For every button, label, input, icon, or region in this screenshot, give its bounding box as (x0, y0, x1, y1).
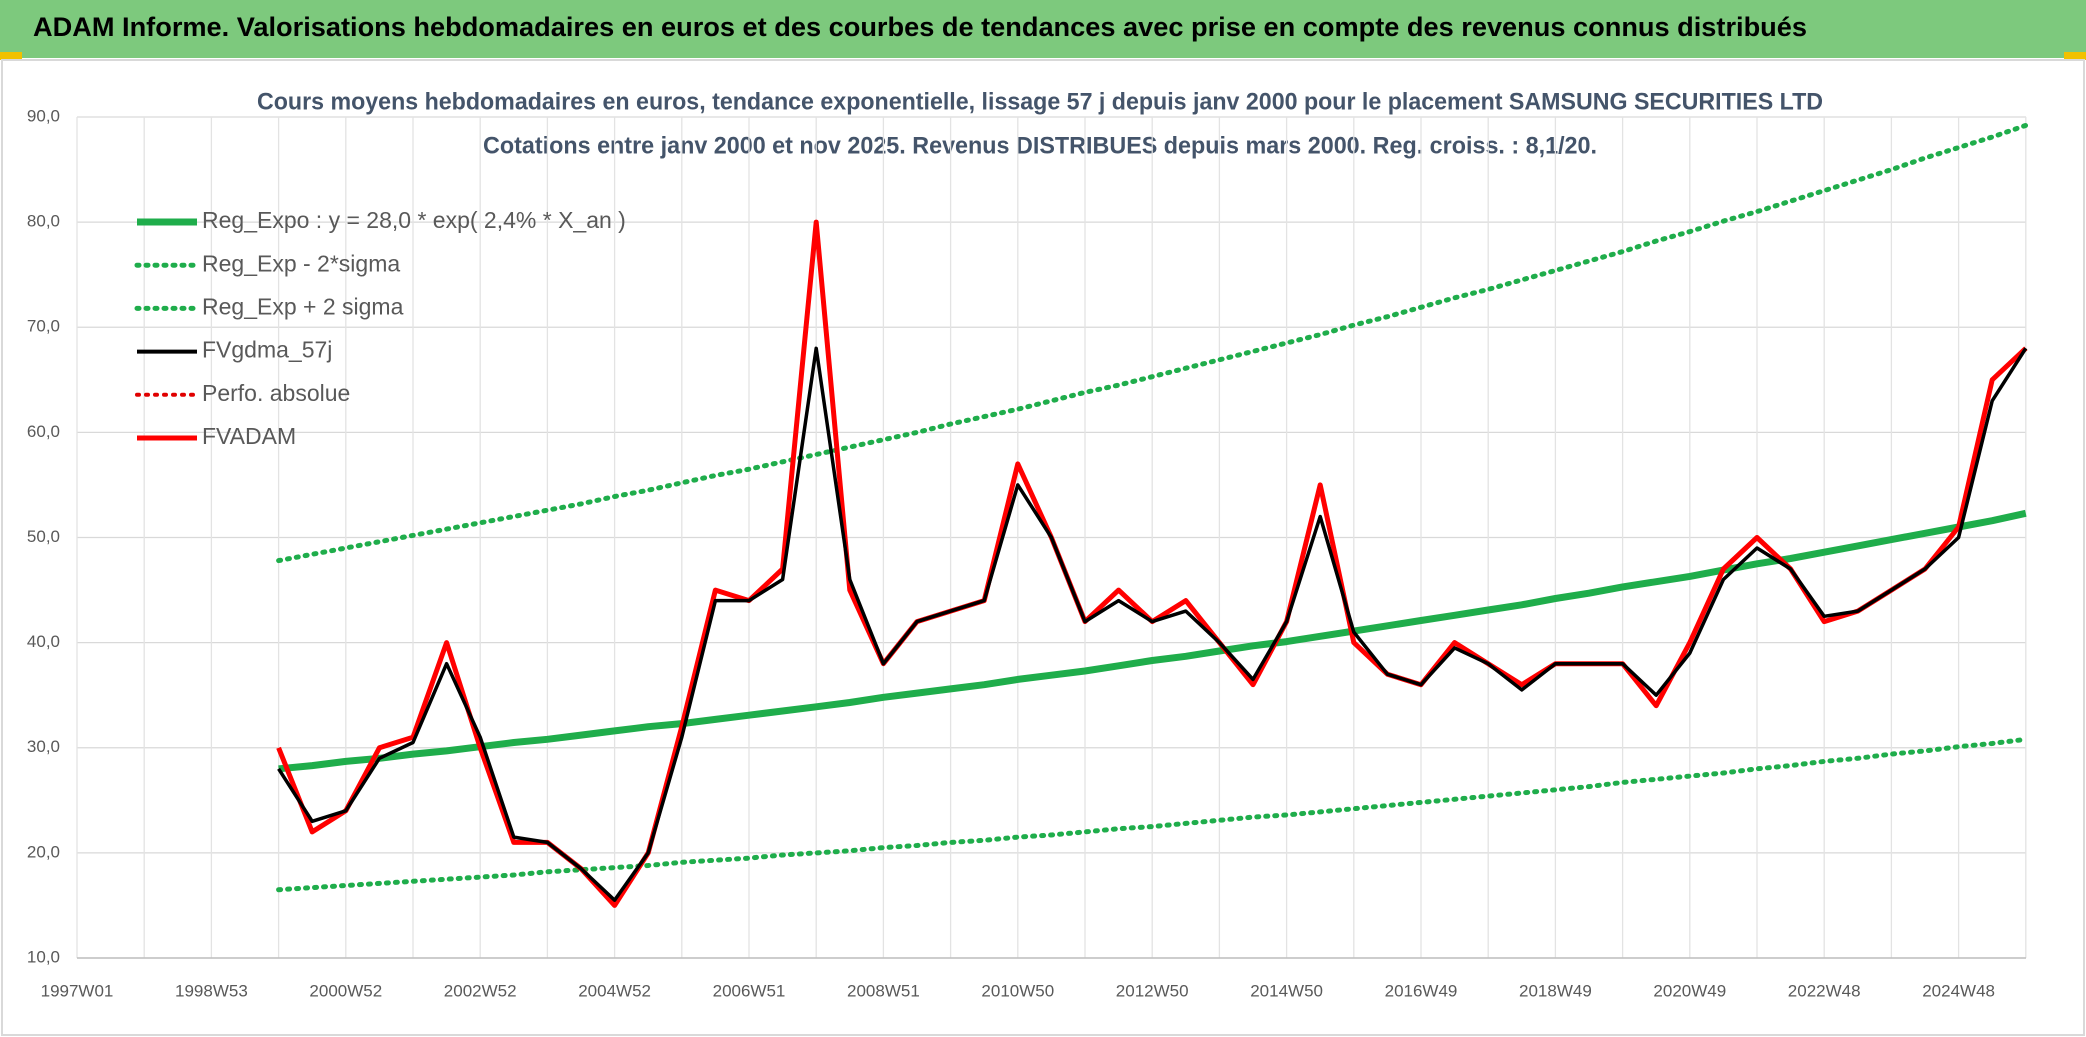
x-tick-label: 2002W52 (444, 981, 517, 1000)
x-tick-label: 2000W52 (309, 981, 382, 1000)
header-bar (0, 0, 2086, 58)
x-tick-label: 2018W49 (1519, 981, 1592, 1000)
series-line (276, 122, 2029, 564)
legend-label: Reg_Exp + 2 sigma (202, 293, 404, 319)
y-tick-label: 20,0 (27, 842, 60, 861)
x-tick-label: 2010W50 (981, 981, 1054, 1000)
x-tick-label: 1998W53 (175, 981, 248, 1000)
x-tick-label: 2008W51 (847, 981, 920, 1000)
legend-label: Reg_Exp - 2*sigma (202, 250, 400, 276)
frame (1, 59, 2085, 1036)
y-tick-label: 60,0 (27, 422, 60, 441)
x-tick-label: 2016W49 (1385, 981, 1458, 1000)
x-tick-label: 2020W49 (1653, 981, 1726, 1000)
y-tick-label: 90,0 (27, 106, 60, 125)
series-line (276, 736, 2029, 893)
corner (0, 52, 22, 60)
x-tick-label: 2012W50 (1116, 981, 1189, 1000)
chart-subtitle: Cotations entre janv 2000 et nov 2025. R… (483, 132, 1597, 159)
y-tick-label: 40,0 (27, 632, 60, 651)
y-tick-label: 10,0 (27, 947, 60, 966)
x-tick-label: 2004W52 (578, 981, 651, 1000)
chart-title: Cours moyens hebdomadaires en euros, ten… (257, 88, 1823, 115)
legend-label: Perfo. absolue (202, 380, 350, 406)
y-tick-label: 30,0 (27, 737, 60, 756)
y-tick-label: 50,0 (27, 527, 60, 546)
header-title: ADAM Informe. Valorisations hebdomadaire… (33, 12, 1807, 42)
x-tick-label: 2014W50 (1250, 981, 1323, 1000)
series-line (277, 346, 2028, 902)
y-tick-label: 80,0 (27, 212, 60, 231)
legend-label: FVADAM (202, 423, 296, 449)
x-tick-label: 2024W48 (1922, 981, 1995, 1000)
legend-label: FVgdma_57j (202, 337, 332, 363)
x-tick-label: 2022W48 (1788, 981, 1861, 1000)
corner (2064, 52, 2086, 60)
x-tick-label: 2006W51 (713, 981, 786, 1000)
y-tick-label: 70,0 (27, 317, 60, 336)
x-tick-label: 1997W01 (41, 981, 114, 1000)
legend-label: Reg_Expo : y = 28,0 * exp( 2,4% * X_an ) (202, 207, 626, 233)
